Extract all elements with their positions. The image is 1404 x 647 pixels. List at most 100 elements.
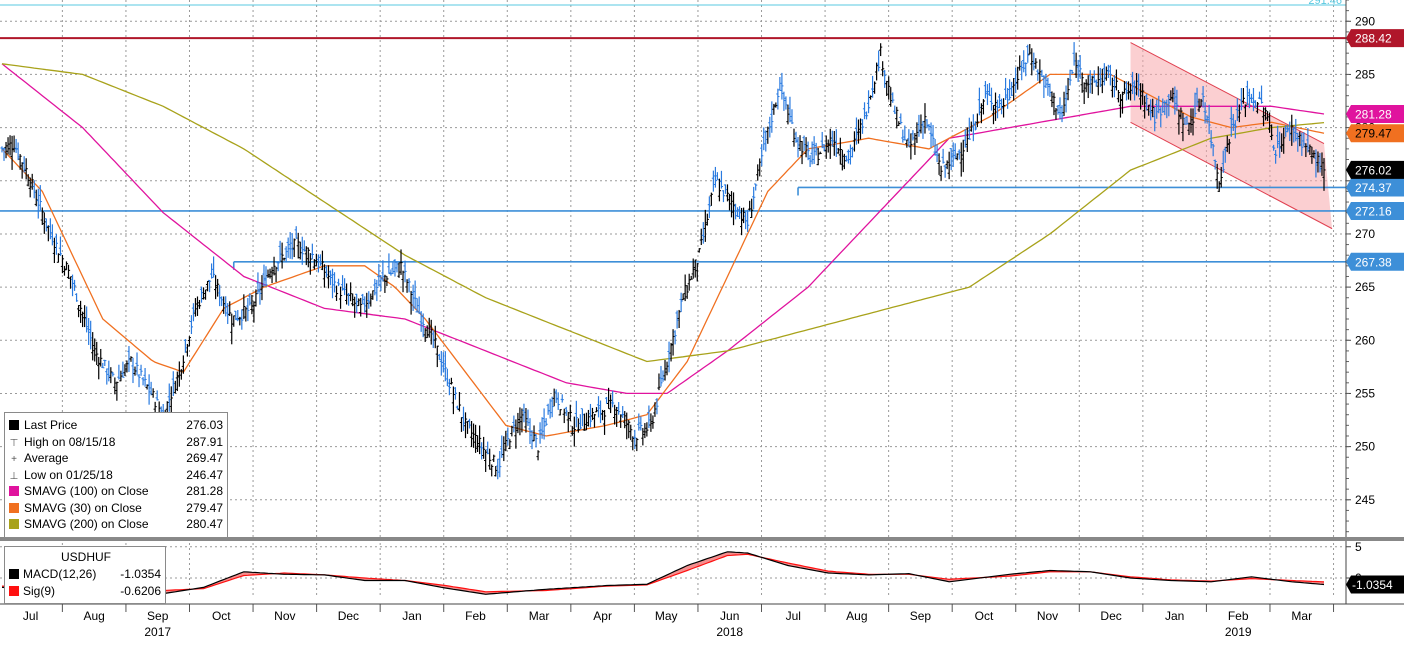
price-label: 281.28 [1346, 104, 1404, 123]
legend-label: SMAVG (30) on Close [24, 500, 142, 515]
legend-swatch [9, 486, 19, 496]
y-tick-label: 265 [1355, 280, 1375, 294]
x-tick-label: Oct [212, 609, 231, 623]
y-tick-label: 255 [1355, 386, 1375, 400]
level-label: 272.16 [1346, 201, 1404, 220]
level-label: 267.38 [1346, 252, 1404, 271]
legend-label: Low on 01/25/18 [24, 467, 113, 482]
y-tick-label: 245 [1355, 493, 1375, 507]
price-label-box [1346, 124, 1404, 143]
macd-row: MACD(12,26) -1.0354 [9, 566, 161, 582]
legend-label: Average [24, 451, 69, 465]
macd-label: MACD(12,26) [23, 567, 97, 581]
legend-row: SMAVG (30) on Close 279.47 [9, 500, 223, 516]
legend-value: 280.47 [186, 517, 223, 531]
level-label: 274.37 [1346, 178, 1404, 197]
level-label-box [1346, 252, 1404, 271]
legend-row: SMAVG (100) on Close 281.28 [9, 483, 223, 499]
legend-label: High on 08/15/18 [24, 434, 116, 449]
legend-swatch [9, 420, 19, 430]
legend-glyph: ⊥ [9, 470, 19, 482]
x-tick-label: May [655, 609, 678, 623]
level-label-box [1346, 201, 1404, 220]
legend-label: SMAVG (100) on Close [24, 484, 149, 498]
grid-lines [0, 0, 1346, 598]
level-label: 288.42 [1346, 29, 1404, 48]
y-tick-label: 250 [1355, 440, 1375, 454]
legend-label: SMAVG (200) on Close [24, 517, 149, 531]
price-label-text: 276.02 [1355, 163, 1392, 177]
x-tick-label: Sep [910, 609, 932, 623]
macd-panel: 05-1.0354 [0, 540, 1404, 595]
sig-row: Sig(9) -0.6206 [9, 583, 161, 599]
sig-swatch [9, 586, 19, 596]
sig-line [1, 553, 1325, 593]
x-tick-label: Jan [402, 609, 421, 623]
legend-value: 269.47 [186, 451, 223, 465]
x-tick-label: Dec [1100, 609, 1121, 623]
x-axis: Jul Aug Sep Oct Nov Dec Jan Feb Mar Apr May Jun Jul A… [0, 603, 1404, 639]
legend-value: 276.03 [186, 418, 223, 432]
price-bars [0, 42, 1326, 480]
macd-last-box [1346, 575, 1404, 594]
year-label: 2017 [144, 625, 171, 639]
x-tick-label: Sep [147, 609, 169, 623]
macd-last-label: -1.0354 [1346, 575, 1404, 594]
macd-title: USDHUF [61, 550, 111, 564]
level-label-text: 267.38 [1355, 255, 1392, 269]
x-tick-label: Jul [786, 609, 801, 623]
year-label: 2018 [716, 625, 743, 639]
x-tick-label: Dec [338, 609, 359, 623]
x-tick-label: Mar [1291, 609, 1312, 623]
price-label-box [1346, 104, 1404, 123]
legend-value: 279.47 [186, 500, 223, 515]
panel-separator [0, 537, 1404, 541]
y-tick-label: 270 [1355, 227, 1375, 241]
macd-last-text: -1.0354 [1352, 578, 1393, 592]
price-label-text: 279.47 [1355, 127, 1392, 141]
price-label-text: 281.28 [1355, 107, 1392, 121]
legend-glyph: ⊤ [9, 437, 19, 449]
macd-line [1, 551, 1325, 595]
ma-line [1, 63, 1325, 363]
legend-swatch [9, 502, 19, 513]
x-tick-label: Oct [975, 609, 994, 623]
x-tick-label: Aug [846, 609, 867, 623]
sig-value: -0.6206 [120, 584, 161, 598]
legend-row: ⊥ Low on 01/25/18 246.47 [9, 467, 223, 483]
legend: Last Price 276.03 ⊤ High on 08/15/18 287.91 +… [4, 412, 228, 538]
x-tick-label: Feb [465, 609, 486, 623]
legend-swatch [9, 519, 19, 529]
x-tick-label: Jun [720, 609, 739, 623]
macd-legend: USDHUF MACD(12,26) -1.0354 Sig(9) -0.620… [4, 546, 166, 604]
y-tick-label: 260 [1355, 333, 1375, 347]
top-cut-label: 291.46 [1308, 0, 1342, 7]
sig-label: Sig(9) [23, 584, 56, 598]
x-tick-label: Jul [23, 609, 38, 623]
legend-glyph: + [11, 454, 17, 465]
legend-row: + Average 269.47 [9, 450, 223, 466]
macd-tick-label: 5 [1355, 540, 1362, 554]
price-label-box [1346, 160, 1404, 179]
macd-swatch [9, 569, 19, 579]
legend-row: Last Price 276.03 [9, 417, 223, 433]
horizontal-levels [0, 4, 1346, 270]
legend-row: ⊤ High on 08/15/18 287.91 [9, 434, 223, 450]
year-label: 2019 [1225, 625, 1252, 639]
level-label-text: 274.37 [1355, 181, 1392, 195]
ma-line [1, 63, 1325, 395]
y-axis: 291.46245250255260265270275280285290288.… [0, 0, 1404, 604]
x-tick-label: Nov [274, 609, 295, 623]
level-label-text: 288.42 [1355, 32, 1392, 46]
legend-value: 287.91 [186, 434, 223, 449]
y-tick-label: 290 [1355, 14, 1375, 28]
level-label-box [1346, 29, 1404, 48]
legend-row: SMAVG (200) on Close 280.47 [9, 516, 223, 532]
x-tick-label: Nov [1037, 609, 1058, 623]
macd-value: -1.0354 [120, 567, 161, 581]
x-tick-label: Jan [1165, 609, 1184, 623]
legend-value: 246.47 [186, 467, 223, 482]
x-tick-label: Feb [1228, 609, 1249, 623]
